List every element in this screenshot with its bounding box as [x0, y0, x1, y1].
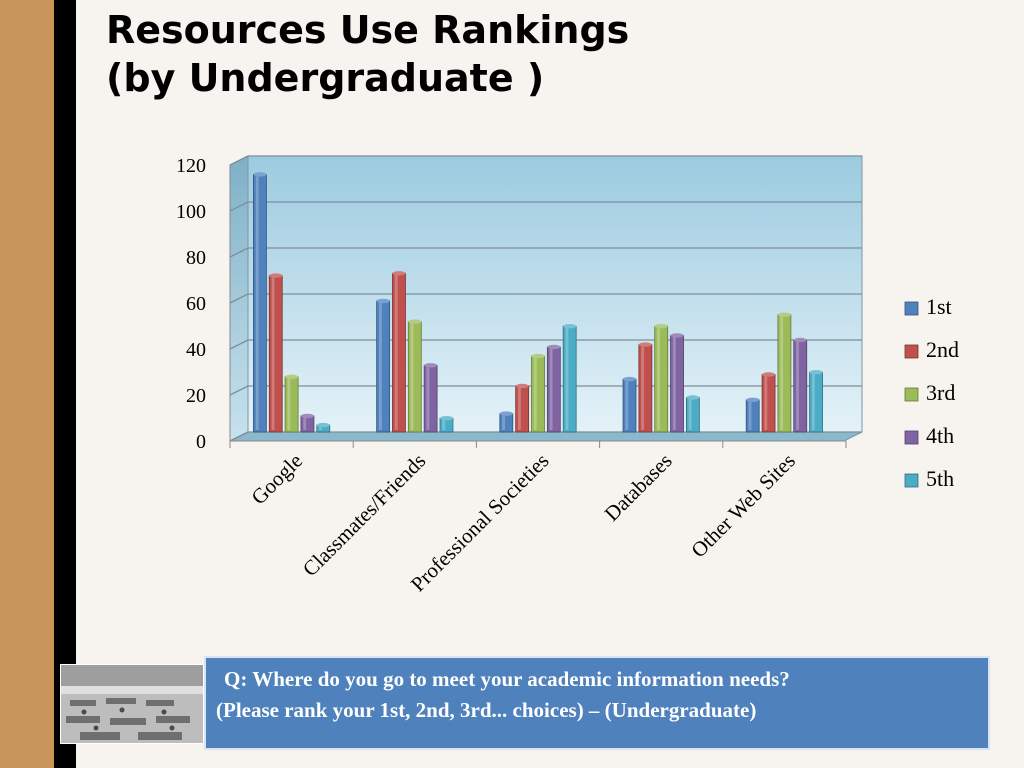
- library-photo: [60, 664, 204, 744]
- gridline: [229, 293, 862, 304]
- legend-swatch: [904, 301, 919, 316]
- gridline: [229, 339, 862, 350]
- bar: [622, 376, 637, 433]
- left-black-bar: [54, 0, 76, 768]
- legend-entry: 1st: [904, 294, 952, 319]
- bar: [253, 172, 267, 433]
- slide-title-line2: (by Undergraduate ): [106, 56, 545, 100]
- x-tick-label: Google: [246, 449, 307, 510]
- bar: [777, 312, 792, 433]
- bar: [531, 353, 545, 433]
- bar: [745, 397, 760, 433]
- legend-label: 3rd: [926, 380, 955, 405]
- bar: [793, 337, 808, 433]
- y-tick-label: 80: [186, 247, 206, 269]
- bar: [670, 333, 684, 433]
- bar: [284, 374, 299, 433]
- bar: [300, 413, 315, 433]
- bar: [376, 298, 391, 433]
- bar: [316, 422, 331, 433]
- legend-label: 5th: [926, 466, 954, 491]
- x-tick-label: Classmates/Friends: [298, 449, 430, 581]
- y-tick-label: 20: [186, 385, 206, 407]
- y-tick-label: 100: [176, 201, 206, 223]
- x-tick-label: Databases: [600, 449, 677, 526]
- x-tick-label: Other Web Sites: [686, 449, 800, 563]
- left-accent-bar: [0, 0, 54, 768]
- legend-label: 1st: [926, 294, 952, 319]
- bar: [761, 372, 776, 433]
- y-tick-label: 60: [186, 293, 206, 315]
- bar: [439, 416, 454, 433]
- legend-entry: 5th: [904, 466, 954, 491]
- y-tick-label: 0: [196, 431, 206, 453]
- question-line2: (Please rank your 1st, 2nd, 3rd... choic…: [216, 698, 757, 722]
- bar: [809, 370, 823, 433]
- question-line1: Q: Where do you go to meet your academic…: [224, 667, 790, 691]
- slide-title-line1: Resources Use Rankings: [106, 8, 630, 52]
- bar: [685, 395, 700, 433]
- floor: [229, 431, 863, 442]
- y-tick-label: 40: [186, 339, 206, 361]
- gridline: [229, 247, 862, 258]
- bar: [562, 324, 577, 433]
- bar: [423, 363, 438, 433]
- legend-swatch: [904, 387, 919, 402]
- gridline: [229, 155, 862, 166]
- bar: [638, 342, 653, 433]
- legend-entry: 3rd: [904, 380, 955, 405]
- bar: [515, 383, 530, 433]
- slide-title: Resources Use Rankings (by Undergraduate…: [106, 6, 629, 102]
- bar: [546, 344, 561, 433]
- legend-swatch: [904, 473, 919, 488]
- bar-chart: 0 20 40 60 80 100 120 GoogleClassmates/Friends…: [176, 155, 959, 597]
- bar: [268, 273, 283, 433]
- gridline: [229, 201, 862, 212]
- legend-entry: 2nd: [904, 337, 959, 362]
- legend-swatch: [904, 344, 919, 359]
- bar: [499, 411, 514, 433]
- y-tick-label: 120: [176, 155, 206, 177]
- bar: [392, 271, 406, 433]
- legend-label: 4th: [926, 423, 954, 448]
- bar: [407, 319, 422, 433]
- legend-label: 2nd: [926, 337, 959, 362]
- legend-swatch: [904, 430, 919, 445]
- bar: [654, 324, 669, 433]
- question-box: Q: Where do you go to meet your academic…: [204, 656, 990, 750]
- legend-entry: 4th: [904, 423, 954, 448]
- x-tick-label: Professional Societies: [406, 449, 554, 597]
